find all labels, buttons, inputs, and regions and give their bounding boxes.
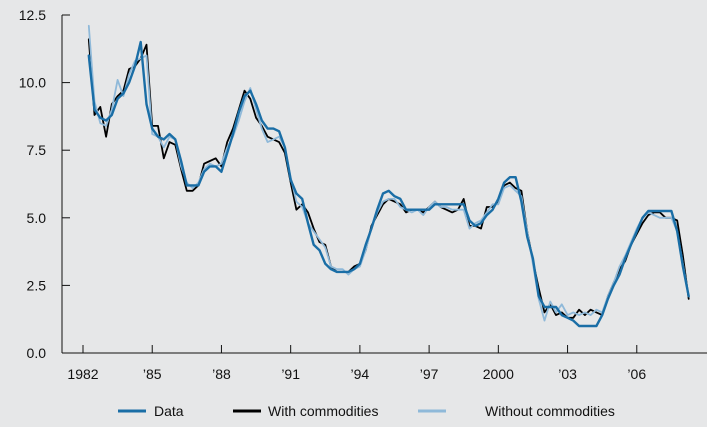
legend-label-with-commodities: With commodities <box>268 403 378 419</box>
legend-label-data: Data <box>154 403 184 419</box>
x-tick-label: ’91 <box>281 366 300 382</box>
legend: Data With commodities Without commodities <box>118 403 615 419</box>
legend-label-without-commodities: Without commodities <box>485 403 615 419</box>
with-commodities-line <box>87 38 690 319</box>
x-tick-label: ’06 <box>627 366 646 382</box>
x-tick-label: 1982 <box>67 366 98 382</box>
data-line <box>87 40 690 328</box>
x-tick-label: ’88 <box>212 366 231 382</box>
y-tick-label: 5.0 <box>27 210 47 226</box>
x-tick-label: ’03 <box>558 366 577 382</box>
x-tick-label: ’85 <box>143 366 162 382</box>
x-tick-label: ’97 <box>420 366 439 382</box>
plot-area <box>87 24 690 328</box>
y-tick-label: 2.5 <box>27 277 47 293</box>
y-tick-label: 10.0 <box>19 75 46 91</box>
y-axis: 0.0 2.5 5.0 7.5 10.0 12.5 <box>19 7 70 361</box>
y-tick-label: 7.5 <box>27 142 47 158</box>
x-tick-label: 2000 <box>483 366 514 382</box>
y-tick-label: 0.0 <box>27 345 47 361</box>
without-commodities-line <box>87 24 690 322</box>
x-tick-label: ’94 <box>351 366 370 382</box>
x-axis: 1982 ’85 ’88 ’91 ’94 ’97 2000 ’03 ’06 <box>62 345 707 382</box>
y-tick-label: 12.5 <box>19 7 46 23</box>
